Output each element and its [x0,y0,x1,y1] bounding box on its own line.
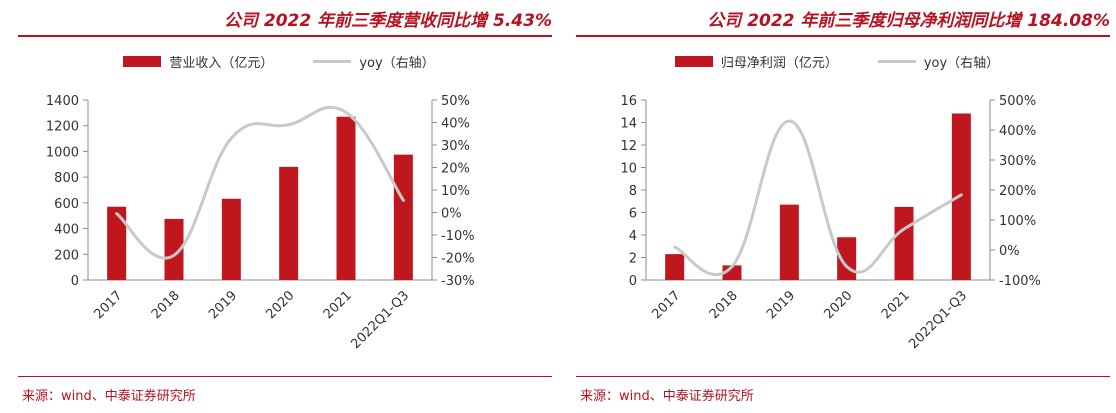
source-rule [576,376,1110,377]
y-left-tick-label: 200 [54,248,79,263]
yoy-line [115,105,405,260]
y-right-tick-label: 0% [441,207,462,222]
bar [951,113,971,280]
legend: 归母净利润（亿元） yoy（右轴） [558,52,1116,71]
y-right-tick-label: -100% [999,274,1041,289]
chart-title: 公司 2022 年前三季度归母净利润同比增 184.08% [707,11,1110,31]
source-note: 来源：wind、中泰证券研究所 [580,389,754,404]
y-right-tick-label: 20% [441,162,470,177]
source-rule [18,376,552,377]
y-left-tick-label: 400 [54,223,79,238]
chart-panel-revenue: 公司 2022 年前三季度营收同比增 5.43% 营业收入（亿元） yoy（右轴… [0,11,558,404]
title-rule [18,35,552,37]
y-left-tick-label: 0 [629,274,637,289]
y-right-tick-label: 200% [999,184,1036,199]
legend-label-bar: 营业收入（亿元） [169,56,274,71]
x-tick-label: 2017 [649,288,683,322]
y-right-tick-label: 40% [441,117,470,132]
legend-swatch-bar [123,56,162,67]
x-tick-label: 2019 [206,288,240,322]
bar [107,206,127,280]
bar [393,154,413,280]
bar [665,254,685,280]
x-tick-label: 2019 [764,288,798,322]
legend-item-line: yoy（右轴） [877,52,1000,71]
y-left-tick-label: 600 [54,197,79,212]
bar [894,206,914,280]
bar [779,204,799,280]
y-left-tick-label: 16 [620,94,637,109]
legend-label-bar: 归母净利润（亿元） [720,56,838,71]
legend-item-line: yoy（右轴） [313,52,435,71]
y-left-tick-label: 8 [629,184,637,199]
source-note: 来源：wind、中泰证券研究所 [22,389,196,404]
y-right-tick-label: 50% [441,94,470,109]
y-right-tick-label: 10% [441,184,470,199]
x-tick-label: 2021 [879,288,913,322]
y-left-tick-label: 1200 [46,120,79,135]
x-tick-label: 2022Q1-Q3 [348,288,412,352]
y-right-tick-label: 30% [441,139,470,154]
y-right-tick-label: 0% [999,244,1020,259]
legend-item-bar: 归母净利润（亿元） [674,52,838,71]
x-tick-label: 2018 [149,288,183,322]
x-tick-label: 2018 [707,288,741,322]
chart-panel-net-profit: 公司 2022 年前三季度归母净利润同比增 184.08% 归母净利润（亿元） … [558,0,1116,413]
chart-title: 公司 2022 年前三季度营收同比增 5.43% [223,11,552,31]
legend: 营业收入（亿元） yoy（右轴） [0,52,558,71]
x-tick-label: 2020 [821,288,855,322]
legend-item-bar: 营业收入（亿元） [123,52,273,71]
y-left-tick-label: 1400 [46,94,79,109]
y-left-tick-label: 10 [620,162,637,177]
legend-swatch-line [877,60,916,63]
net-profit-chart-svg: 0 2 4 6 8 10 12 14 16 -100% 0% 100% 200% 300% 400% 500%… [620,94,1041,352]
bar [164,218,184,280]
y-left-tick-label: 1000 [46,145,79,160]
y-right-tick-label: 400% [999,124,1036,139]
bar [279,166,299,280]
y-left-tick-label: 14 [620,117,637,132]
x-tick-label: 2021 [321,288,355,322]
y-left-tick-label: 6 [629,207,637,222]
y-left-tick-label: 2 [629,252,637,267]
y-right-tick-label: 300% [999,154,1036,169]
x-tick-label: 2022Q1-Q3 [906,288,970,352]
legend-label-line: yoy（右轴） [359,56,435,71]
y-left-tick-label: 800 [54,171,79,186]
y-left-tick-label: 0 [71,274,79,289]
yoy-line [673,119,963,277]
legend-swatch-bar [674,56,713,67]
bar [336,116,356,280]
bar [221,198,241,280]
y-right-tick-label: 500% [999,94,1036,109]
legend-swatch-line [313,60,352,63]
revenue-chart-svg: 0 200 400 600 800 1000 1200 1400 -30% -20% -10% 0% 1… [46,94,475,352]
y-left-tick-label: 4 [629,229,637,244]
y-right-tick-label: 100% [999,214,1036,229]
legend-label-line: yoy（右轴） [923,56,1000,71]
title-rule [576,35,1110,37]
x-tick-label: 2020 [263,288,297,322]
y-right-tick-label: -10% [441,229,475,244]
x-tick-label: 2017 [91,288,125,322]
y-right-tick-label: -30% [441,274,475,289]
y-left-tick-label: 12 [620,139,637,154]
y-right-tick-label: -20% [441,252,475,267]
